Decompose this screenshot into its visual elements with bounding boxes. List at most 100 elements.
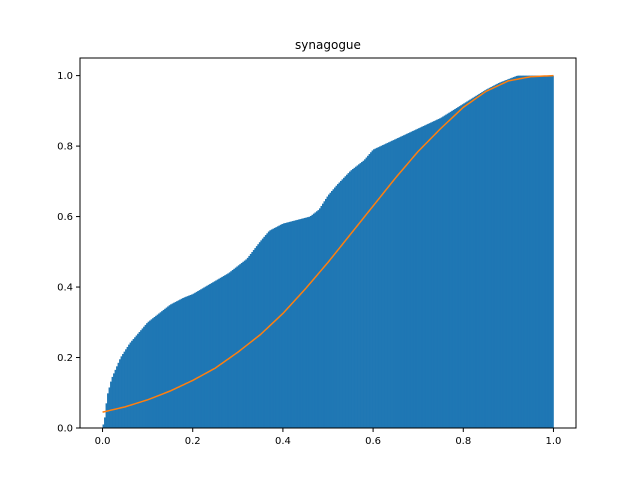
histogram-bar	[368, 154, 371, 428]
histogram-bar	[317, 210, 320, 428]
histogram-bar	[440, 117, 443, 428]
histogram-bar	[116, 366, 118, 428]
histogram-bar	[434, 120, 437, 428]
histogram-bar	[294, 220, 297, 428]
histogram-bar	[314, 212, 317, 428]
histogram-bar	[362, 160, 365, 428]
histogram-bar	[517, 75, 520, 428]
x-tick-label: 0.6	[365, 436, 381, 447]
histogram-bar	[419, 127, 422, 429]
histogram-bar	[125, 349, 127, 428]
histogram-bar	[475, 95, 478, 429]
histogram-bar	[203, 287, 206, 428]
y-tick-label: 0.4	[57, 283, 73, 294]
histogram-bar	[243, 260, 246, 428]
histogram-bar	[173, 302, 176, 428]
histogram-bar	[338, 182, 341, 428]
histogram-bar	[290, 221, 293, 428]
histogram-bar	[496, 83, 499, 428]
histogram-bar	[382, 145, 384, 429]
histogram-bar	[195, 291, 198, 428]
histogram-bar	[221, 276, 224, 428]
histogram-bar	[349, 171, 351, 428]
histogram-bar	[296, 219, 299, 428]
histogram-bar	[503, 80, 506, 428]
histogram-bar	[445, 114, 448, 428]
histogram-bar	[458, 106, 461, 429]
histogram-bar	[499, 82, 502, 428]
histogram-bar	[350, 170, 353, 428]
histogram-bar	[422, 126, 425, 428]
histogram-bar	[312, 213, 315, 428]
histogram-bar	[524, 75, 527, 428]
histogram-bar	[389, 141, 392, 428]
histogram-bar	[550, 75, 553, 428]
histogram-bar	[460, 105, 463, 428]
histogram-bar	[443, 115, 446, 429]
histogram-bar	[120, 356, 123, 428]
histogram-bar	[237, 265, 240, 428]
histogram-bar	[117, 362, 120, 428]
histogram-bar	[144, 324, 147, 428]
histogram-bar	[373, 149, 375, 428]
histogram-bar	[165, 307, 168, 428]
histogram-bar	[135, 335, 138, 428]
histogram-bar	[311, 214, 314, 428]
histogram-bar	[433, 121, 436, 429]
x-tick-label: 0.2	[185, 436, 201, 447]
histogram-bar	[198, 290, 201, 428]
histogram-bar	[490, 86, 493, 428]
histogram-bar	[281, 224, 284, 428]
histogram-bar	[128, 344, 130, 428]
histogram-bar	[388, 142, 390, 428]
histogram-bar	[150, 319, 153, 428]
histogram-bar	[227, 273, 230, 428]
histogram-bar	[397, 137, 399, 428]
histogram-bar	[452, 109, 455, 429]
histogram-bar	[164, 308, 167, 428]
histogram-bar	[448, 112, 451, 428]
histogram-bar	[204, 286, 207, 428]
histogram-bar	[225, 274, 228, 428]
histogram-bar	[529, 75, 532, 428]
histogram-bar	[276, 226, 279, 428]
histogram-bar	[539, 75, 542, 428]
histogram-bar	[197, 291, 200, 428]
histogram-bar	[119, 359, 121, 428]
histogram-bar	[535, 75, 538, 428]
histogram-bar	[469, 99, 472, 428]
histogram-bar	[391, 140, 393, 429]
histogram-bar	[246, 257, 249, 428]
histogram-bar	[347, 173, 350, 428]
histogram-bar	[180, 298, 183, 428]
histogram-bar	[424, 125, 427, 429]
histogram-bar	[126, 346, 129, 428]
histogram-bar	[425, 124, 428, 428]
histogram-bar	[536, 75, 539, 428]
histogram-bar	[212, 282, 215, 428]
histogram-bar	[266, 233, 269, 428]
histogram-bar	[337, 184, 339, 428]
histogram-bar	[299, 219, 302, 428]
histogram-bar	[174, 301, 177, 428]
histogram-bar	[413, 130, 416, 428]
histogram-bar	[394, 139, 396, 428]
histogram-bar	[403, 135, 406, 428]
histogram-bar	[108, 387, 111, 428]
histogram-bar	[185, 296, 188, 428]
histogram-bar	[297, 219, 300, 428]
histogram-bar	[449, 111, 452, 429]
histogram-bar	[470, 98, 473, 429]
histogram-bar	[269, 230, 272, 428]
chart-title: synagogue	[295, 38, 361, 52]
histogram-bar	[320, 206, 323, 428]
histogram-bar	[412, 130, 415, 428]
histogram-bar	[302, 218, 305, 428]
histogram-bar	[428, 123, 431, 428]
histogram-bar	[511, 77, 514, 428]
histogram-bar	[123, 351, 126, 428]
histogram-bar	[488, 87, 491, 428]
histogram-bar	[377, 147, 380, 428]
x-axis: 0.0 0.2 0.4 0.6 0.8 1.0	[95, 428, 561, 447]
histogram-bar	[132, 339, 135, 428]
